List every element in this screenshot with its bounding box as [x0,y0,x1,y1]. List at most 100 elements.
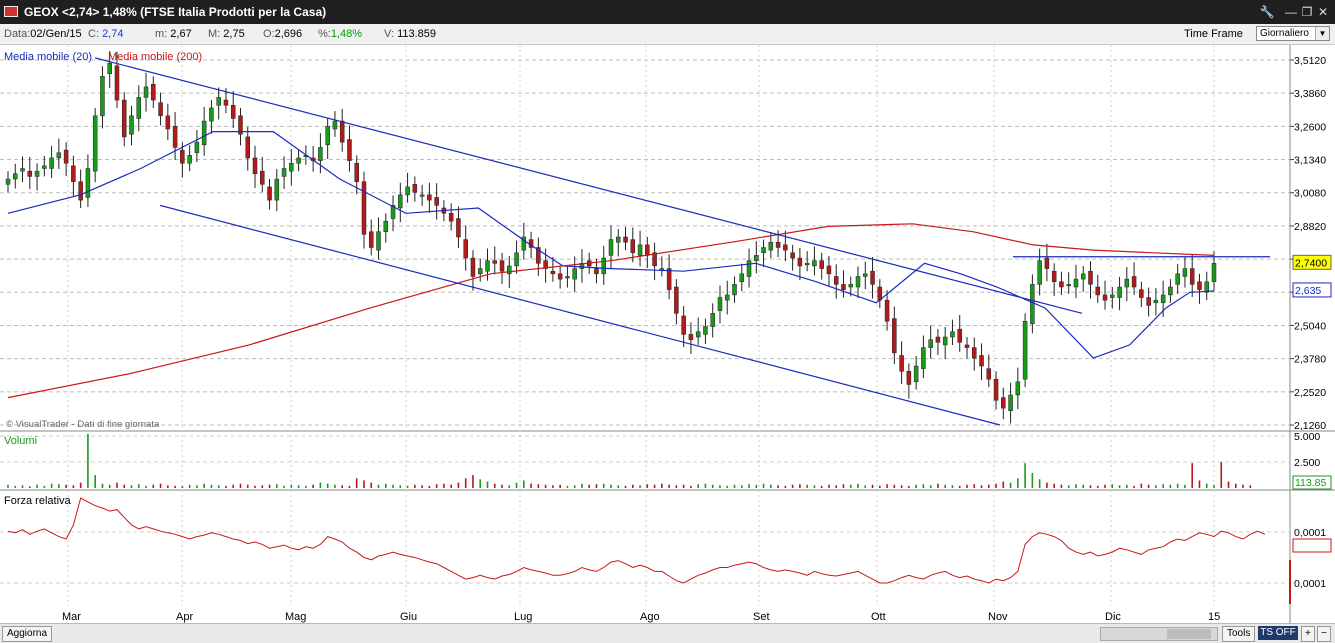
candle-body [1146,297,1151,306]
volume-bar [196,485,198,488]
candle-body [812,260,817,267]
price-tick-label: 2,2520 [1294,387,1326,399]
volume-bar [849,484,852,488]
trendline-upper [94,57,1083,314]
candle-body [1117,286,1122,298]
volume-bar [1111,484,1114,488]
candle-body [434,197,439,206]
rs-last-box [1292,538,1332,553]
volume-bar [828,484,830,488]
volume-bar [14,485,17,488]
candle-body [499,260,505,272]
month-label: Giu [400,611,417,623]
scrollbar-thumb[interactable] [1167,629,1211,639]
candle-body [1051,270,1057,282]
candle-body [957,328,962,343]
volume-bar [937,483,939,488]
candle-body [1059,281,1064,288]
title-bar: GEOX <2,74> 1,48% (FTSE Italia Prodotti … [0,0,1335,24]
restore-icon[interactable]: ❐ [1301,5,1313,19]
volume-bar [399,485,402,488]
candle-body [783,244,788,251]
candle-body [92,115,98,172]
candle-body [899,355,904,372]
chevron-down-icon[interactable]: ▼ [1315,27,1329,40]
wrench-icon[interactable]: 🔧 [1259,5,1275,19]
volume-bar [980,485,983,488]
volume-bar [305,485,307,488]
candle-body [194,141,200,153]
volume-bar [1234,483,1237,488]
candle-body [761,247,766,254]
candle-body [390,205,396,219]
month-label: Mag [285,611,306,623]
candle-body [172,126,178,148]
volume-bar [50,483,53,488]
candle-body [637,244,643,256]
volume-bar [523,480,525,488]
candle-body [1110,294,1115,298]
ts-off-button[interactable]: TS OFF [1258,626,1298,640]
candle-body [325,126,330,146]
volume-bar [1038,479,1041,488]
minimize-icon[interactable]: — [1285,5,1297,19]
volume-bar [152,484,155,488]
month-label: Dic [1105,611,1121,623]
candle-body [1182,268,1188,277]
candle-body [100,76,105,117]
aggiorna-button[interactable]: Aggiorna [2,626,53,642]
candle-body [906,371,912,385]
volume-bar [1220,462,1223,488]
volume-bar [675,485,678,488]
candle-body [710,313,715,327]
candle-body [863,273,868,277]
info-close: C: 2,74 [88,28,124,40]
timeframe-select[interactable]: Giornaliero ▼ [1256,26,1330,41]
candle-body [71,165,76,182]
candle-body [674,286,679,314]
candle-body [339,120,345,143]
plus-icon[interactable]: + [1301,626,1315,642]
volume-bar [1191,463,1194,488]
volume-bar [28,486,31,488]
candle-body [964,344,970,348]
tools-button[interactable]: Tools [1222,626,1256,642]
volume-bar [508,485,511,488]
volume-bar [414,484,416,488]
volume-bar [566,485,569,488]
volume-bar [217,485,220,488]
month-label: Set [753,611,770,623]
horizontal-scrollbar[interactable] [1100,627,1218,641]
volume-bar [602,483,605,488]
app-icon [4,6,18,17]
volume-bar [770,484,772,488]
candle-body [456,218,461,238]
volume-bar [631,484,634,488]
minus-icon[interactable]: − [1317,626,1331,642]
candle-body [180,149,185,164]
candle-body [361,181,367,235]
volume-bar [922,484,925,488]
candle-body [623,236,628,243]
candle-body [42,165,47,169]
candle-body [630,239,636,254]
volume-last-box [1292,475,1332,490]
volume-bar [65,484,67,488]
candle-body [332,120,338,130]
volume-bar [748,484,750,488]
volume-bar [87,434,89,488]
close-icon[interactable]: ✕ [1317,5,1329,19]
volume-bar [1249,485,1252,488]
trendline-lower [159,204,1001,426]
price-tick-label: 3,5120 [1294,55,1326,67]
month-label: 15 [1208,611,1220,623]
volume-bar [137,484,140,488]
candle-body [892,318,897,354]
candle-body [187,155,192,164]
ma20-line [7,131,1215,359]
candle-body [601,257,606,275]
volume-bar [711,484,714,488]
volume-bar [1024,463,1026,488]
price-tick-label: 2,8820 [1294,221,1326,233]
